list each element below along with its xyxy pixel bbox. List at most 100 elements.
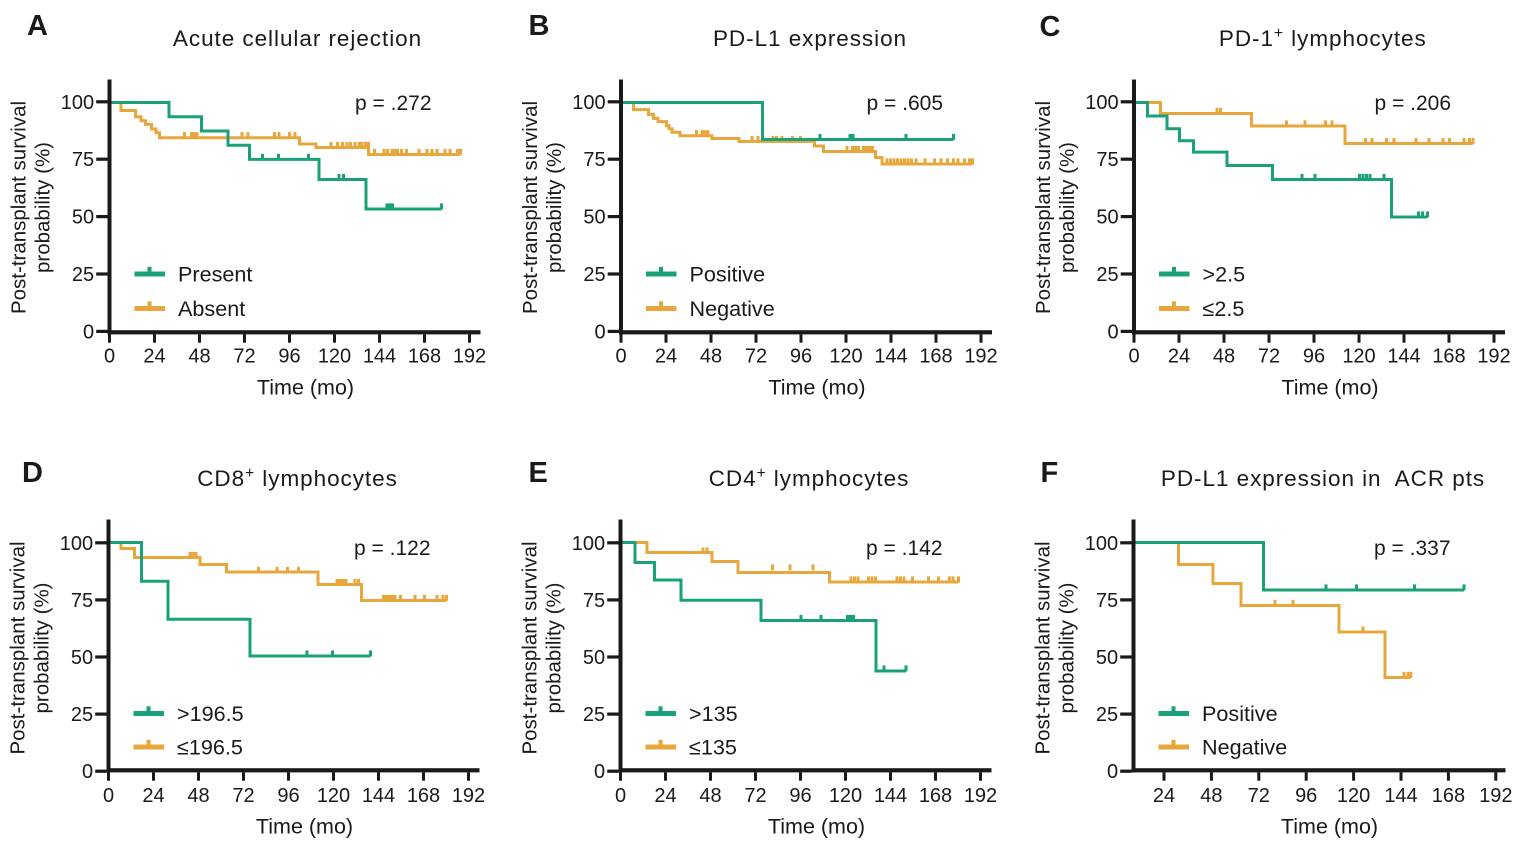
svg-text:192: 192	[452, 785, 485, 807]
svg-text:0: 0	[594, 761, 605, 783]
svg-text:CD8+​ lymphocytes: CD8+​ lymphocytes	[197, 465, 398, 491]
svg-text:50: 50	[1096, 207, 1118, 229]
svg-text:PD-1+​ lymphocytes: PD-1+​ lymphocytes	[1219, 25, 1427, 51]
svg-text:B: B	[529, 10, 550, 42]
svg-text:probability (%): probability (%)	[31, 142, 54, 273]
svg-text:120: 120	[829, 345, 862, 367]
svg-text:168: 168	[408, 345, 441, 367]
svg-text:0: 0	[104, 345, 115, 367]
svg-text:PD-L1 expression in ACR pts: PD-L1 expression in ACR pts	[1161, 466, 1485, 491]
svg-text:96: 96	[1295, 785, 1317, 807]
svg-text:144: 144	[1384, 785, 1417, 807]
svg-text:50: 50	[71, 647, 93, 669]
svg-text:168: 168	[1432, 785, 1465, 807]
svg-text:168: 168	[919, 345, 952, 367]
svg-text:96: 96	[789, 785, 811, 807]
svg-text:24: 24	[654, 785, 676, 807]
svg-text:168: 168	[1432, 345, 1465, 367]
svg-text:192: 192	[453, 345, 486, 367]
svg-text:25: 25	[72, 264, 94, 286]
svg-text:48: 48	[699, 785, 721, 807]
svg-text:120: 120	[318, 345, 351, 367]
svg-text:192: 192	[1479, 785, 1512, 807]
svg-text:Absent: Absent	[178, 296, 245, 321]
svg-text:75: 75	[1096, 149, 1118, 171]
svg-text:Time (mo): Time (mo)	[256, 815, 353, 839]
svg-text:>196.5: >196.5	[177, 701, 244, 726]
svg-text:A: A	[27, 10, 48, 42]
svg-text:96: 96	[277, 785, 299, 807]
svg-text:144: 144	[874, 345, 907, 367]
svg-text:Positive: Positive	[690, 262, 766, 287]
svg-text:PD-L1 expression: PD-L1 expression	[713, 26, 907, 51]
svg-text:72: 72	[745, 345, 767, 367]
svg-text:72: 72	[232, 785, 254, 807]
svg-text:144: 144	[362, 785, 395, 807]
svg-text:0: 0	[615, 785, 626, 807]
svg-text:120: 120	[829, 785, 862, 807]
svg-text:CD4+​ lymphocytes: CD4+​ lymphocytes	[709, 465, 910, 491]
svg-text:144: 144	[363, 345, 396, 367]
svg-text:Negative: Negative	[1202, 735, 1287, 760]
svg-text:72: 72	[744, 785, 766, 807]
svg-text:probability (%): probability (%)	[30, 582, 53, 713]
svg-text:24: 24	[1168, 345, 1190, 367]
svg-text:48: 48	[188, 345, 210, 367]
svg-text:144: 144	[874, 785, 907, 807]
svg-text:0: 0	[82, 761, 93, 783]
svg-text:Time (mo): Time (mo)	[257, 375, 354, 399]
svg-text:0: 0	[83, 321, 94, 343]
svg-text:24: 24	[142, 785, 164, 807]
svg-text:probability (%): probability (%)	[1056, 142, 1079, 273]
svg-text:0: 0	[615, 345, 626, 367]
svg-text:0: 0	[1107, 321, 1118, 343]
svg-text:48: 48	[1200, 785, 1222, 807]
svg-text:48: 48	[1213, 345, 1235, 367]
svg-text:0: 0	[1107, 761, 1118, 783]
svg-text:100: 100	[572, 92, 605, 114]
svg-text:Time (mo): Time (mo)	[768, 815, 865, 839]
svg-text:96: 96	[278, 345, 300, 367]
svg-text:p = .142: p = .142	[866, 537, 942, 560]
svg-text:25: 25	[583, 704, 605, 726]
svg-text:Post-transplant survival: Post-transplant survival	[519, 541, 542, 754]
svg-text:50: 50	[1096, 647, 1118, 669]
svg-text:100: 100	[1085, 533, 1118, 555]
svg-text:50: 50	[583, 647, 605, 669]
svg-text:25: 25	[1096, 704, 1118, 726]
svg-text:p = .272: p = .272	[355, 92, 431, 115]
svg-text:Present: Present	[178, 262, 252, 287]
svg-text:Post-transplant survival: Post-transplant survival	[519, 101, 542, 314]
svg-text:24: 24	[1153, 785, 1175, 807]
svg-text:Time (mo): Time (mo)	[768, 375, 865, 399]
svg-text:75: 75	[72, 149, 94, 171]
svg-text:≤135: ≤135	[689, 735, 737, 760]
svg-text:>135: >135	[689, 701, 738, 726]
svg-text:192: 192	[964, 345, 997, 367]
svg-text:E: E	[529, 457, 548, 489]
svg-text:25: 25	[71, 704, 93, 726]
svg-text:192: 192	[1477, 345, 1510, 367]
svg-text:Acute cellular rejection: Acute cellular rejection	[173, 26, 422, 51]
svg-text:probability (%): probability (%)	[542, 582, 565, 713]
svg-text:120: 120	[1342, 345, 1375, 367]
svg-text:F: F	[1041, 457, 1059, 489]
svg-text:75: 75	[71, 590, 93, 612]
svg-text:100: 100	[572, 533, 605, 555]
svg-text:48: 48	[187, 785, 209, 807]
svg-text:192: 192	[964, 785, 997, 807]
svg-text:25: 25	[583, 264, 605, 286]
svg-text:≤2.5: ≤2.5	[1203, 296, 1245, 321]
svg-text:50: 50	[72, 207, 94, 229]
svg-text:72: 72	[233, 345, 255, 367]
svg-text:Time (mo): Time (mo)	[1281, 375, 1378, 399]
svg-text:168: 168	[407, 785, 440, 807]
svg-text:0: 0	[594, 321, 605, 343]
svg-text:100: 100	[60, 533, 93, 555]
svg-text:p = .337: p = .337	[1374, 537, 1450, 560]
svg-text:144: 144	[1387, 345, 1420, 367]
svg-text:72: 72	[1258, 345, 1280, 367]
svg-text:50: 50	[583, 207, 605, 229]
svg-text:p = .605: p = .605	[867, 92, 943, 115]
svg-text:probability (%): probability (%)	[1055, 582, 1078, 713]
